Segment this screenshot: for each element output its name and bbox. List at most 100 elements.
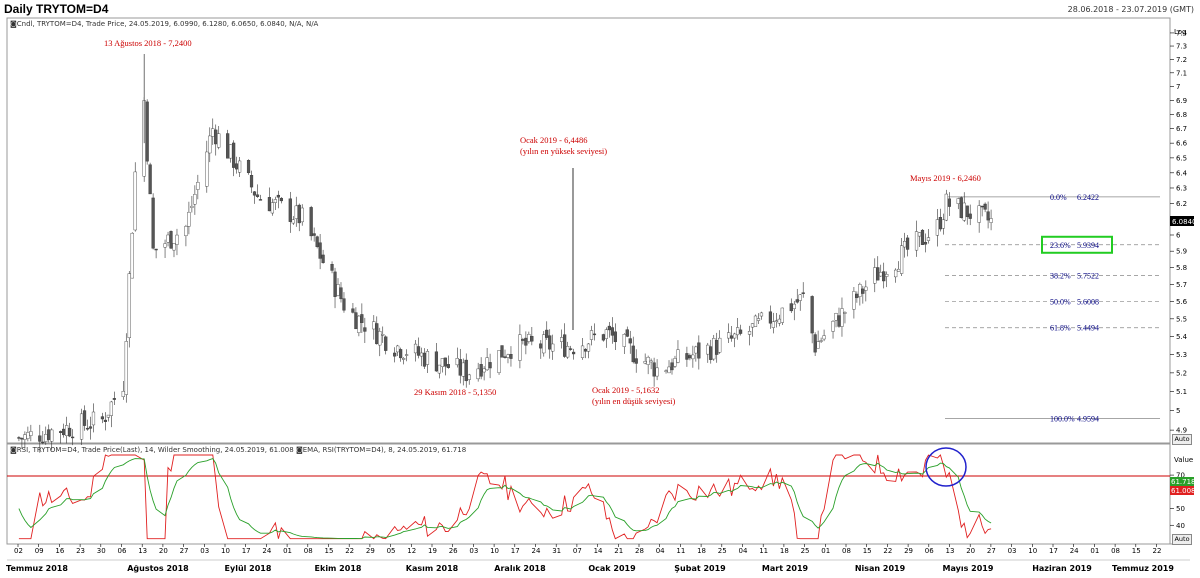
candle-body [267,197,272,212]
candle-body [983,203,987,210]
date-tick-label: 24 [1070,547,1079,555]
candle-body [649,360,653,363]
candle-body [980,205,984,208]
fib-level-value: 5.9394 [1077,241,1099,250]
candle-body [184,226,188,237]
price-tick-label: 7.4 [1176,29,1188,37]
date-tick-label: 31 [552,547,561,555]
date-tick-label: 03 [1008,547,1017,555]
price-tick-label: 7.3 [1176,43,1187,51]
candle-body [288,198,292,222]
candle-body [151,197,155,249]
month-label: Şubat 2019 [674,564,726,573]
price-tick-label: 6 [1176,231,1181,239]
candle-body [127,273,131,339]
candle-body [246,160,251,174]
date-tick-label: 13 [138,547,147,555]
candle-body [610,327,614,336]
candle-body [819,340,823,342]
candle-body [300,207,304,223]
candle-body [357,315,361,333]
candle-body [485,357,489,371]
date-tick-label: 05 [387,547,396,555]
candle-body [252,191,257,196]
candle-body [712,338,716,360]
candle-body [876,267,880,281]
candle-body [315,236,319,247]
candle-body [342,298,346,311]
date-tick-label: 07 [573,547,582,555]
candle-body [232,142,236,168]
candle-body [62,428,66,436]
month-label: Eylül 2018 [225,564,272,573]
fib-level-value: 5.4494 [1077,324,1099,333]
candle-body [50,429,54,442]
annotation-jan-low: Ocak 2019 - 5,1632 [592,385,660,395]
candle-body [476,368,480,380]
candle-body [917,232,922,237]
candle-body [539,343,543,349]
candle-body [133,171,137,231]
candle-body [852,291,856,310]
candle-body [861,288,865,294]
candle-body [831,320,835,332]
candle-body [312,233,316,236]
rsi-last-label: 61.008 [1171,487,1196,495]
candle-body [840,308,844,327]
candle-body [941,219,945,229]
price-tick-label: 5.8 [1176,264,1187,272]
price-tick-label: 5.7 [1176,281,1187,289]
candle-body [229,144,233,159]
date-tick-label: 21 [614,547,623,555]
candle-body [41,441,45,444]
candle-body [834,313,838,321]
price-auto-button[interactable]: Auto [1172,434,1192,445]
candle-body [759,312,764,317]
candle-body [730,335,734,339]
rsi-panel-frame [6,443,1171,545]
candle-body [190,205,194,208]
date-tick-label: 25 [718,547,727,555]
candle-body [506,354,510,358]
candle-body [989,218,993,223]
fib-level-pct: 61.8% [1050,324,1071,333]
candle-body [560,337,564,342]
rsi-auto-button[interactable]: Auto [1172,534,1192,545]
fib-level-value: 4.9594 [1077,415,1099,424]
candle-body [566,346,570,358]
candle-body [900,245,904,274]
annotation-jan-high-note: (yılın en yüksek seviyesi) [520,146,607,156]
candle-body [109,401,113,416]
candle-body [121,391,125,397]
candle-body [446,364,450,368]
date-tick-label: 11 [759,547,768,555]
candle-body [673,358,677,367]
candle-body [986,211,990,221]
date-tick-label: 01 [821,547,830,555]
candle-body [706,344,710,355]
rsi-line [18,454,992,540]
price-tick-label: 5.2 [1176,369,1187,377]
fib-level-pct: 23.6% [1050,241,1071,250]
date-tick-label: 10 [490,547,499,555]
date-tick-label: 18 [780,547,789,555]
candle-body [402,358,406,360]
log-scale-label: Log [1174,28,1187,36]
date-tick-label: 23 [76,547,85,555]
date-tick-label: 15 [325,547,334,555]
date-tick-label: 02 [14,547,23,555]
last-price-box [1170,216,1194,226]
month-label: Temmuz 2018 [6,564,68,573]
candle-body [902,240,907,248]
candle-body [393,352,397,357]
rsi-tick-label: 70 [1176,472,1185,480]
candle-body [255,194,260,197]
candle-body [482,368,486,373]
price-tick-label: 5.4 [1176,333,1188,341]
candle-body [756,318,761,321]
candle-icon: ◙ [10,20,17,28]
candle-body [897,268,901,272]
candle-body [795,299,799,303]
rsi-tick-label: 40 [1176,522,1185,530]
